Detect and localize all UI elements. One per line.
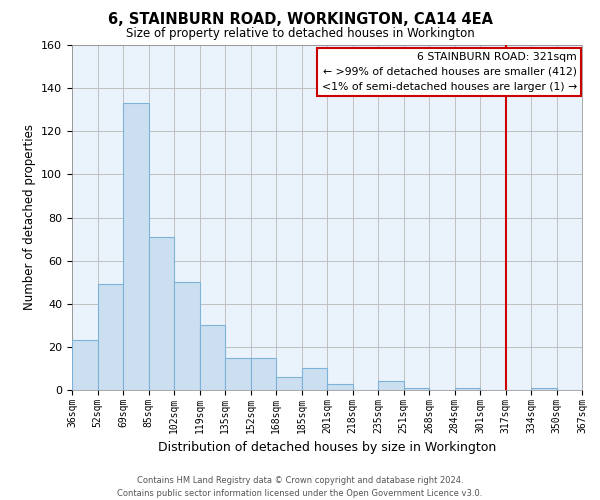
X-axis label: Distribution of detached houses by size in Workington: Distribution of detached houses by size … <box>158 441 496 454</box>
Bar <box>276 377 302 390</box>
Bar <box>327 384 353 390</box>
Text: 6, STAINBURN ROAD, WORKINGTON, CA14 4EA: 6, STAINBURN ROAD, WORKINGTON, CA14 4EA <box>107 12 493 28</box>
Bar <box>225 358 251 390</box>
Bar <box>123 103 149 390</box>
Bar <box>455 388 480 390</box>
Bar <box>199 326 225 390</box>
Bar <box>302 368 327 390</box>
Text: Size of property relative to detached houses in Workington: Size of property relative to detached ho… <box>125 28 475 40</box>
Bar <box>251 358 276 390</box>
Bar <box>149 237 174 390</box>
Bar <box>404 388 429 390</box>
Bar <box>72 340 97 390</box>
Text: Contains HM Land Registry data © Crown copyright and database right 2024.
Contai: Contains HM Land Registry data © Crown c… <box>118 476 482 498</box>
Y-axis label: Number of detached properties: Number of detached properties <box>23 124 35 310</box>
Bar <box>174 282 199 390</box>
Bar <box>97 284 123 390</box>
Bar <box>378 382 404 390</box>
Text: 6 STAINBURN ROAD: 321sqm
← >99% of detached houses are smaller (412)
<1% of semi: 6 STAINBURN ROAD: 321sqm ← >99% of detac… <box>322 52 577 92</box>
Bar <box>531 388 557 390</box>
